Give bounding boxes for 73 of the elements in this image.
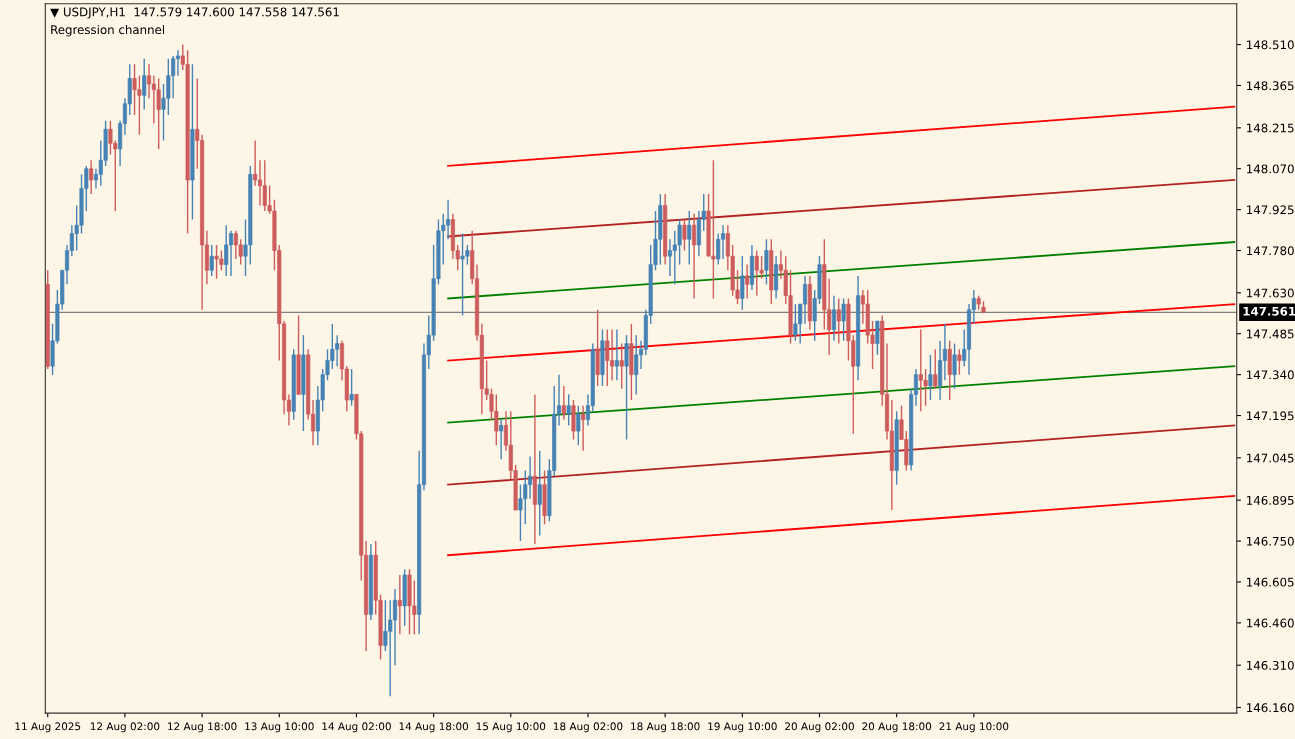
candlestick	[142, 58, 147, 111]
x-tick-label: 20 Aug 02:00	[785, 722, 854, 733]
candlestick	[228, 230, 234, 277]
candlestick	[397, 574, 402, 635]
candlestick	[682, 218, 687, 252]
candlestick	[561, 385, 566, 421]
candlestick	[841, 297, 846, 342]
candlestick	[634, 334, 639, 396]
y-tick-label: 148.365	[1247, 81, 1294, 91]
candlestick	[257, 159, 263, 207]
x-tick-label: 19 Aug 10:00	[708, 722, 777, 733]
candlestick	[156, 77, 161, 150]
x-tick-label: 18 Aug 02:00	[553, 722, 623, 733]
y-tick-label: 146.605	[1247, 577, 1294, 587]
y-tick-label: 147.780	[1247, 246, 1294, 256]
y-tick-label: 148.070	[1247, 164, 1294, 174]
candlestick	[499, 419, 504, 460]
y-tick-label: 147.340	[1247, 370, 1294, 380]
annotation: Regression channel	[51, 24, 165, 37]
candlestick	[566, 393, 571, 427]
candlestick	[687, 210, 692, 266]
candlestick	[605, 328, 610, 387]
candlestick	[745, 263, 750, 300]
x-tick-label: 12 Aug 18:00	[168, 722, 237, 733]
candlestick	[392, 588, 398, 666]
x-tick-label: 18 Aug 18:00	[631, 722, 700, 733]
candlestick	[624, 334, 629, 441]
candlestick	[764, 238, 769, 286]
chart-title: ▼ USDJPY,H1 147.579 147.600 147.558 147.561	[50, 7, 339, 19]
y-tick-label: 146.750	[1247, 536, 1294, 546]
candlestick	[720, 224, 726, 260]
y-tick-label: 148.215	[1247, 123, 1294, 133]
candlestick	[740, 255, 745, 311]
candlestick	[89, 159, 94, 195]
y-tick-label: 147.485	[1247, 329, 1294, 339]
x-tick-label: 13 Aug 10:00	[245, 722, 314, 733]
y-tick-label: 147.195	[1247, 411, 1294, 421]
candlestick	[619, 342, 624, 390]
candlestick	[836, 297, 841, 345]
y-tick-label: 146.310	[1247, 660, 1294, 670]
ref-line-label: 147.561	[1243, 306, 1295, 316]
candlestick	[576, 404, 581, 446]
y-tick-label: 146.160	[1247, 703, 1294, 713]
candlestick	[175, 49, 181, 77]
candlestick	[928, 354, 933, 401]
candlestick	[952, 342, 957, 390]
y-tick-label: 146.895	[1247, 495, 1294, 505]
candlestick	[957, 348, 962, 376]
x-tick-label: 20 Aug 18:00	[862, 722, 932, 733]
y-tick-label: 147.925	[1247, 205, 1294, 215]
y-tick-label: 146.460	[1247, 618, 1294, 628]
candlestick	[802, 275, 808, 325]
y-tick-label: 147.045	[1247, 453, 1294, 463]
candlestick	[933, 348, 938, 390]
x-tick-label: 14 Aug 18:00	[399, 722, 469, 733]
candlestick	[209, 244, 214, 277]
candlestick	[146, 63, 152, 99]
candlestick	[253, 139, 258, 187]
candlestick	[224, 224, 229, 277]
candlestick	[614, 328, 619, 381]
candlestick	[537, 450, 542, 537]
x-tick-label: 14 Aug 02:00	[322, 722, 391, 733]
x-tick-label: 21 Aug 10:00	[939, 722, 1009, 733]
y-tick-label: 148.510	[1247, 40, 1294, 50]
x-tick-label: 12 Aug 02:00	[90, 722, 160, 733]
candlestick	[875, 320, 880, 356]
candlestick	[581, 404, 586, 452]
candlestick	[831, 294, 836, 342]
x-tick-label: 11 Aug 2025	[15, 722, 81, 733]
x-tick-label: 15 Aug 10:00	[476, 722, 546, 733]
y-tick-label: 147.630	[1247, 288, 1294, 298]
candlestick	[692, 213, 697, 300]
candlestick	[349, 368, 354, 407]
